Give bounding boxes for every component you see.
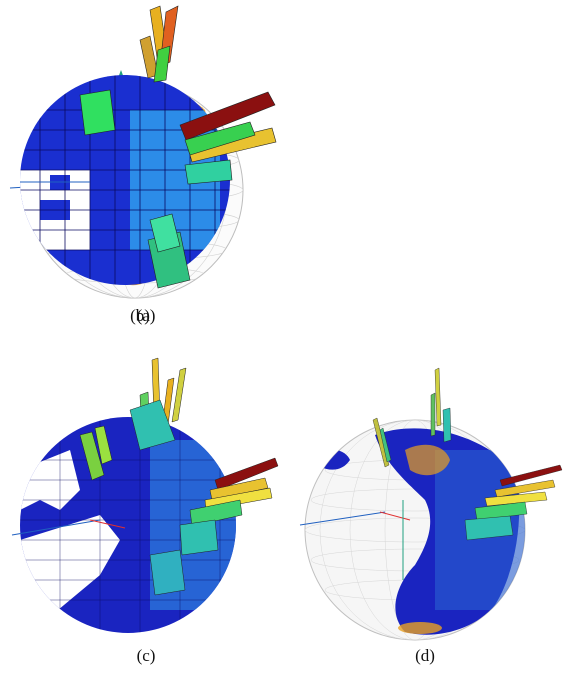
axis-z-line <box>299 511 386 526</box>
bar-right-4 <box>464 515 514 541</box>
bar-left-2 <box>94 425 113 465</box>
bar-top-3 <box>171 367 187 423</box>
bar-top-5 <box>129 399 176 451</box>
sphere-coarse-bins-figure <box>20 5 277 289</box>
axis-z-line <box>11 519 101 536</box>
panel-b-coarse-bins: (b) <box>0 0 288 340</box>
histogram-bars <box>79 5 277 289</box>
caption-b: (b) <box>130 306 150 325</box>
data-point-cloud <box>398 622 442 634</box>
axis-x-line <box>89 519 126 529</box>
bar-right-2 <box>484 491 548 507</box>
bar-bottom-1 <box>149 549 186 596</box>
bar-top-4 <box>153 45 171 83</box>
bar-right-1 <box>209 477 269 501</box>
bar-left-2 <box>379 427 392 463</box>
bar-right-green <box>184 121 256 156</box>
sphere-fine-bins-figure <box>299 367 563 641</box>
panel-c-medium-bins: (c) <box>0 340 290 677</box>
panel-d-fine-bins: (d) <box>285 340 573 677</box>
bar-right-max <box>499 464 563 487</box>
histogram-bars <box>79 357 279 596</box>
caption-d: (d) <box>415 646 435 665</box>
bar-left-1 <box>79 431 105 481</box>
bar-right-4 <box>179 519 219 556</box>
bar-bottom-2 <box>149 213 181 253</box>
bar-right-3 <box>474 501 528 521</box>
bar-right-1 <box>494 479 556 498</box>
bar-right-max <box>214 457 279 491</box>
caption-c: (c) <box>136 646 156 665</box>
histogram-bars <box>372 367 563 541</box>
bar-top-3 <box>442 407 452 443</box>
bar-right-3 <box>189 499 243 527</box>
bar-left-green <box>79 89 116 136</box>
bar-top-1 <box>434 367 442 427</box>
bar-left-1 <box>372 417 390 468</box>
caption-a: (a) <box>136 306 156 325</box>
sphere-medium-bins-figure <box>11 357 279 633</box>
bar-right-cyan <box>184 159 233 185</box>
bar-top-2 <box>430 392 436 437</box>
bar-right-max <box>179 91 276 141</box>
axis-x-line <box>379 511 411 521</box>
